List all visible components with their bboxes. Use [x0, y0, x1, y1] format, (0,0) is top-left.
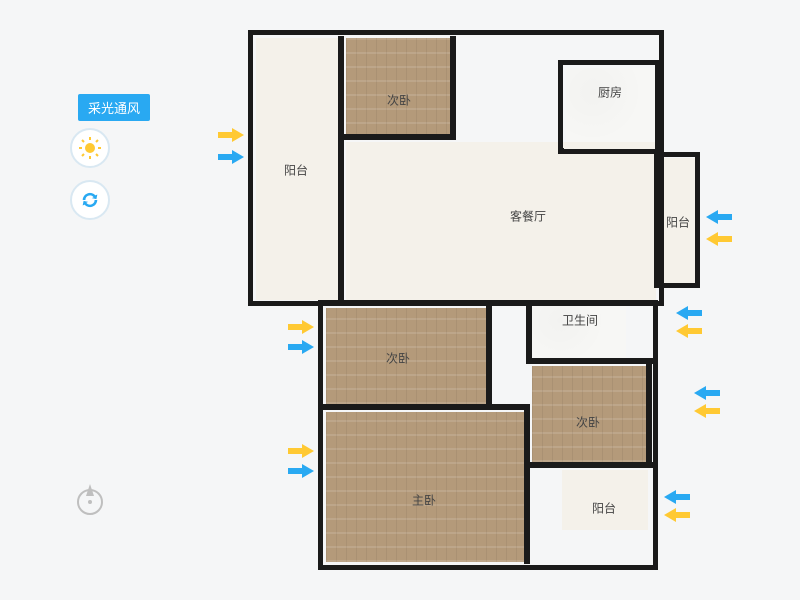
sun-arrow-icon: [706, 232, 732, 246]
refresh-icon: [70, 180, 110, 220]
wall-1: [344, 134, 456, 140]
wall-10: [528, 462, 654, 468]
sun-arrow-icon: [694, 404, 720, 418]
wind-arrow-icon: [664, 490, 690, 504]
sun-arrow-icon: [288, 444, 314, 458]
wall-5: [526, 300, 532, 364]
wall-7: [486, 306, 492, 406]
wall-4: [654, 152, 660, 286]
sun-icon: [70, 128, 110, 168]
wind-arrow-icon: [676, 306, 702, 320]
sun-arrow-icon: [676, 324, 702, 338]
wind-arrow-icon: [288, 340, 314, 354]
wind-arrow-icon: [288, 464, 314, 478]
wall-2: [450, 36, 456, 140]
wind-arrow-icon: [706, 210, 732, 224]
wall-8: [322, 404, 530, 410]
outline-1: [654, 152, 700, 288]
wall-3: [558, 148, 564, 154]
legend-label: 采光通风: [78, 94, 150, 121]
wind-arrow-icon: [218, 150, 244, 164]
wind-arrow-icon: [694, 386, 720, 400]
sun-arrow-icon: [218, 128, 244, 142]
sun-arrow-icon: [664, 508, 690, 522]
floor-plan: 次卧阳台厨房客餐厅阳台卫生间次卧次卧主卧阳台: [248, 30, 698, 578]
wall-9: [524, 406, 530, 564]
wall-0: [338, 36, 344, 302]
wall-6: [526, 358, 654, 364]
outline-3: [558, 60, 660, 154]
compass-icon: [72, 482, 108, 518]
sun-arrow-icon: [288, 320, 314, 334]
wall-11: [646, 362, 652, 466]
